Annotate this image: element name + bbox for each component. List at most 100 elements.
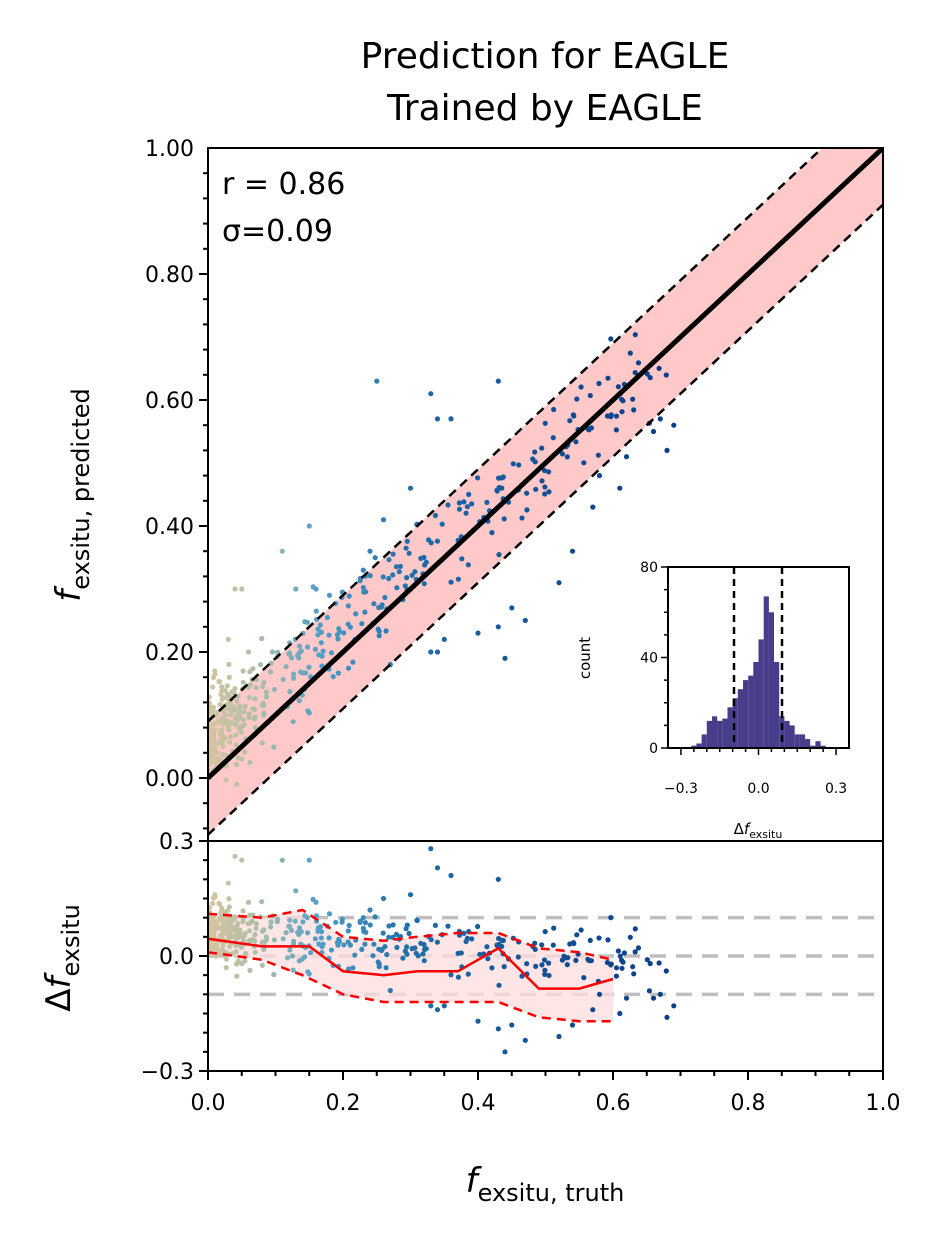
scatter-point bbox=[509, 605, 515, 611]
residual-point bbox=[259, 899, 265, 905]
residual-point bbox=[627, 934, 633, 940]
residual-point bbox=[400, 955, 406, 961]
histogram-bar bbox=[753, 662, 759, 748]
residual-point bbox=[448, 872, 454, 879]
scatter-point bbox=[663, 372, 669, 378]
scatter-point bbox=[613, 413, 620, 419]
histogram-bar bbox=[768, 612, 774, 749]
residual-point bbox=[635, 945, 642, 951]
scatter-point bbox=[223, 777, 229, 783]
residual-point bbox=[240, 918, 246, 925]
scatter-point bbox=[542, 491, 548, 497]
residual-point bbox=[357, 919, 363, 926]
scatter-point bbox=[510, 461, 516, 467]
x-tick-label: 0.8 bbox=[731, 1091, 766, 1116]
residual-point bbox=[318, 935, 324, 941]
residual-point bbox=[297, 925, 303, 931]
scatter-point bbox=[465, 562, 471, 568]
residual-point bbox=[372, 914, 378, 920]
scatter-point bbox=[210, 684, 216, 690]
residual-point bbox=[434, 1007, 441, 1013]
scatter-point bbox=[421, 581, 427, 587]
residual-point bbox=[671, 1003, 677, 1009]
scatter-point bbox=[569, 548, 576, 554]
scatter-point bbox=[251, 716, 257, 722]
histogram-bar bbox=[763, 596, 769, 748]
residual-point bbox=[515, 954, 521, 960]
residual-point bbox=[585, 956, 591, 962]
scatter-point bbox=[353, 611, 359, 617]
residual-point bbox=[613, 973, 620, 979]
residual-point bbox=[234, 961, 240, 967]
main-scatter-points bbox=[208, 332, 677, 787]
residual-band bbox=[208, 910, 613, 1022]
scatter-point bbox=[245, 649, 252, 655]
scatter-point bbox=[261, 712, 267, 718]
residual-point bbox=[445, 923, 451, 929]
scatter-point bbox=[345, 665, 352, 671]
scatter-point bbox=[394, 585, 400, 591]
residual-point bbox=[663, 968, 669, 974]
scatter-point bbox=[428, 649, 434, 655]
scatter-point bbox=[397, 563, 403, 570]
scatter-point bbox=[632, 370, 638, 376]
scatter-point bbox=[346, 593, 352, 599]
scatter-point bbox=[219, 751, 225, 758]
inset-x-tick-label: 0.3 bbox=[825, 781, 847, 797]
scatter-point bbox=[412, 569, 418, 575]
upper-sigma-line bbox=[208, 148, 825, 723]
residual-point bbox=[475, 1018, 481, 1024]
residual-point bbox=[241, 933, 247, 939]
scatter-point bbox=[489, 530, 495, 536]
scatter-point bbox=[219, 696, 225, 703]
scatter-point bbox=[441, 636, 447, 643]
residual-point bbox=[350, 965, 356, 971]
residual-point bbox=[341, 942, 347, 948]
scatter-point bbox=[627, 350, 633, 356]
residual-point bbox=[461, 930, 467, 936]
scatter-point bbox=[475, 630, 481, 636]
residual-point bbox=[333, 919, 339, 925]
residual-point bbox=[293, 888, 299, 894]
scatter-point bbox=[316, 652, 322, 658]
scatter-point bbox=[587, 392, 593, 399]
scatter-point bbox=[406, 550, 412, 556]
x-axis-label: fexsitu, truth bbox=[466, 1161, 625, 1207]
residual-point bbox=[495, 876, 501, 882]
residual-point bbox=[253, 925, 259, 931]
residual-point bbox=[465, 971, 471, 977]
residual-panel: −0.3 0.0 0.3 0.0 0.2 0.4 0.6 0.8 1.0 Δfexsitu fe… bbox=[39, 830, 901, 1207]
residual-point bbox=[567, 941, 573, 947]
scatter-point bbox=[302, 619, 308, 625]
scatter-point bbox=[376, 604, 382, 611]
residual-point bbox=[420, 951, 426, 957]
scatter-point bbox=[390, 551, 396, 557]
scatter-point bbox=[306, 664, 312, 670]
residual-point bbox=[551, 925, 557, 931]
residual-point bbox=[367, 907, 373, 913]
scatter-point bbox=[647, 375, 653, 381]
residual-point bbox=[302, 913, 308, 919]
scatter-point bbox=[239, 586, 245, 592]
histogram-bar bbox=[748, 675, 754, 748]
residual-point bbox=[289, 953, 295, 959]
histogram-bar bbox=[758, 639, 764, 748]
scatter-point bbox=[219, 684, 225, 690]
scatter-point bbox=[357, 578, 363, 584]
residual-point bbox=[463, 938, 469, 945]
scatter-point bbox=[541, 467, 548, 474]
scatter-point bbox=[617, 485, 623, 491]
residual-point bbox=[217, 932, 223, 938]
scatter-point bbox=[524, 490, 530, 496]
x-tick-label: 1.0 bbox=[866, 1091, 901, 1116]
residual-point bbox=[630, 964, 636, 970]
residual-point bbox=[384, 952, 390, 958]
scatter-point bbox=[383, 628, 389, 634]
histogram-bar bbox=[717, 720, 723, 748]
scatter-point bbox=[404, 538, 410, 544]
scatter-point bbox=[426, 537, 432, 543]
residual-point bbox=[316, 941, 322, 947]
scatter-point bbox=[246, 695, 253, 701]
scatter-point bbox=[530, 456, 536, 462]
residual-point bbox=[596, 991, 603, 997]
